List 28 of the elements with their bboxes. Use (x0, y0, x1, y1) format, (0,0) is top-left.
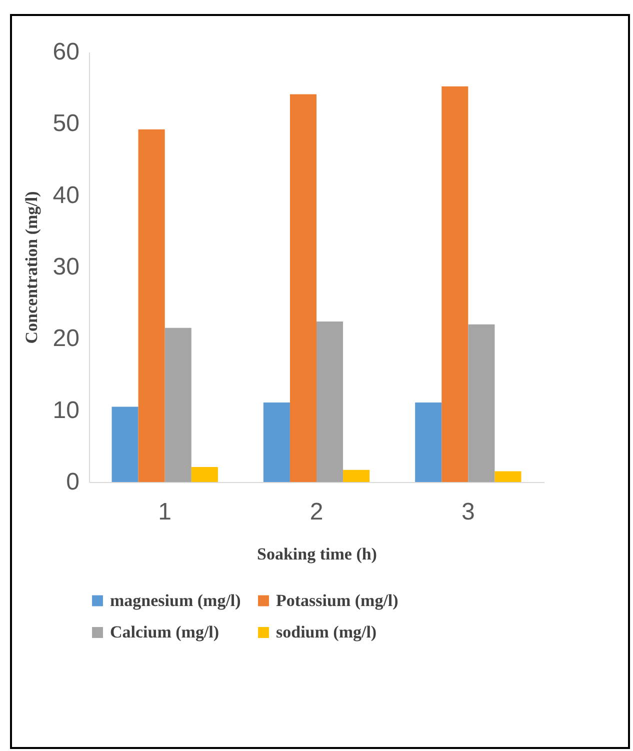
bar (263, 402, 290, 482)
bar (290, 94, 316, 482)
y-tick-label: 10 (52, 396, 80, 424)
x-tick-label: 1 (158, 498, 172, 526)
x-tick-label: 2 (310, 498, 324, 526)
legend-label: Calcium (mg/l) (110, 622, 220, 642)
bar (316, 321, 344, 482)
legend-label: Potassium (mg/l) (276, 590, 398, 610)
bar (494, 471, 522, 482)
legend-label: magnesium (mg/l) (110, 590, 241, 610)
y-tick-label: 40 (52, 182, 80, 209)
bar (191, 466, 218, 482)
bar (343, 470, 370, 482)
bar (442, 86, 468, 482)
y-axis-title: Concentration (mg/l) (22, 191, 41, 344)
legend-label: sodium (mg/l) (276, 622, 377, 642)
bar (138, 129, 165, 482)
y-tick-label: 50 (52, 110, 80, 138)
x-tick-label: 3 (461, 498, 475, 526)
y-tick-label: 30 (52, 254, 80, 280)
bar (164, 328, 192, 482)
bar (468, 324, 495, 482)
y-tick-label: 20 (52, 325, 80, 352)
y-tick-label: 0 (66, 468, 80, 496)
bar (112, 406, 138, 482)
y-tick-label: 60 (52, 38, 80, 66)
bar (415, 402, 442, 482)
x-axis-title: Soaking time (h) (257, 544, 377, 564)
